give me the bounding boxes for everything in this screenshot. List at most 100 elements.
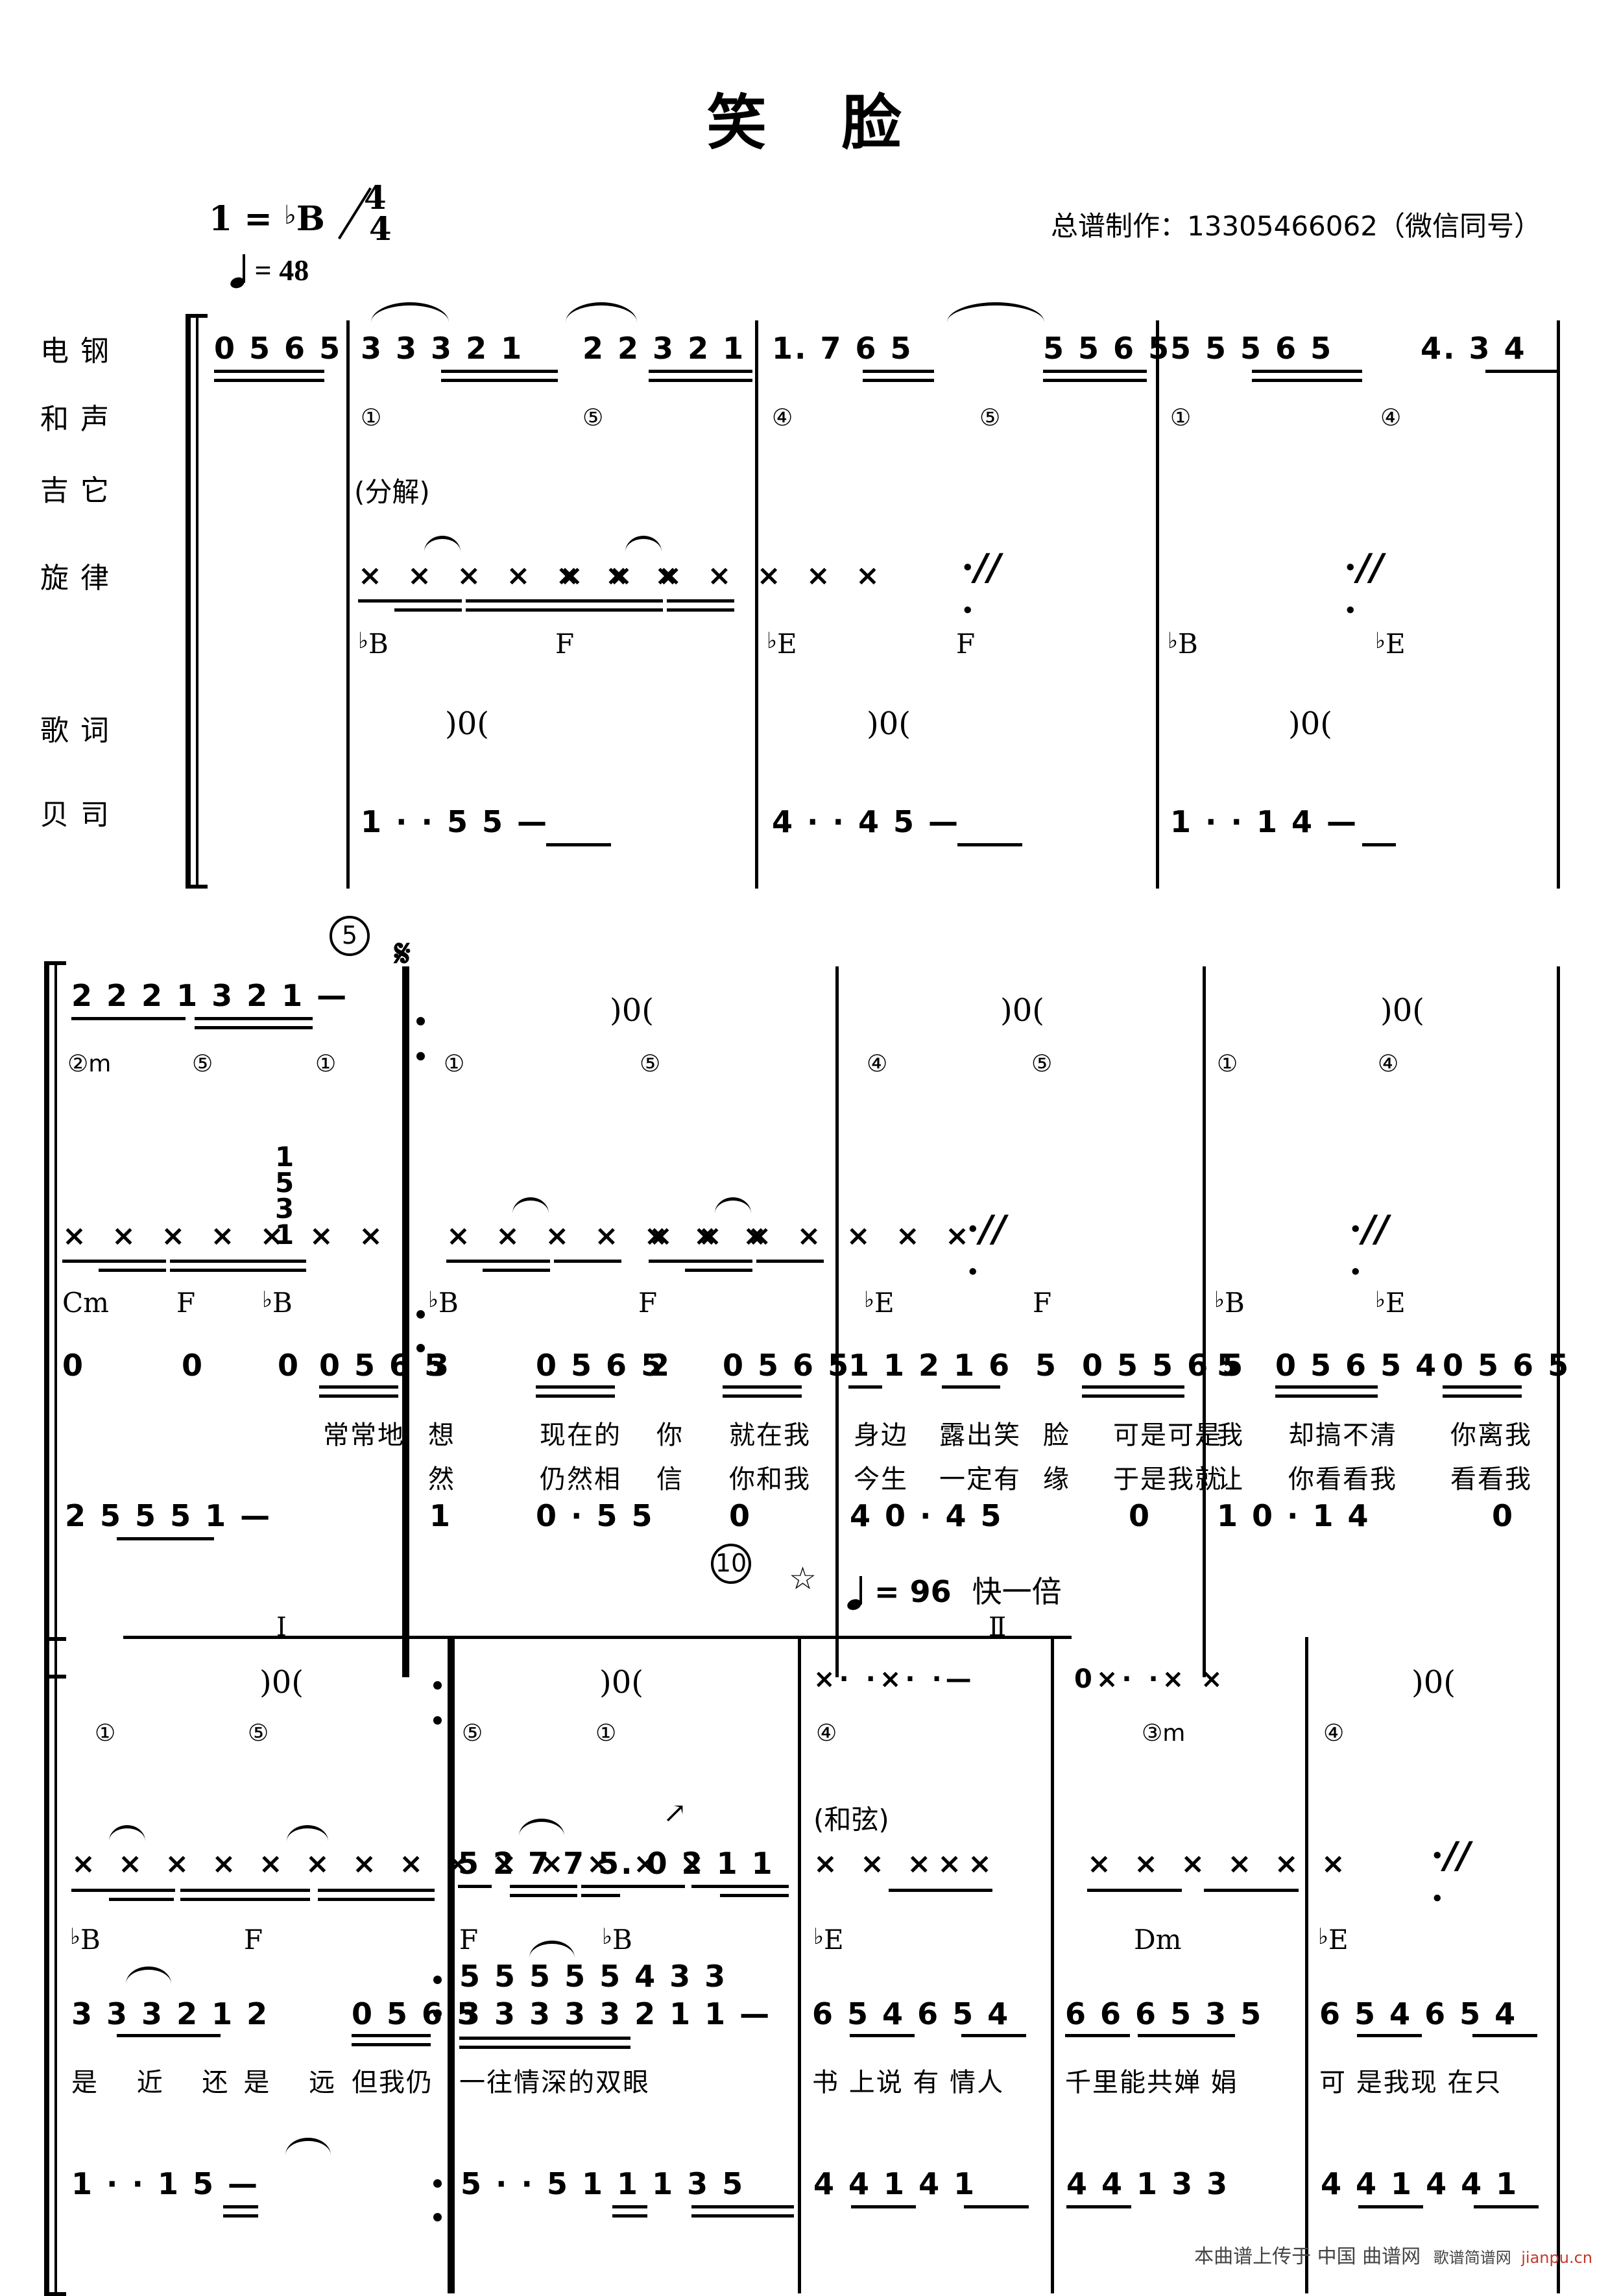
harmony-numeral: ⑤: [248, 1720, 269, 1747]
harmony-numeral: ①: [444, 1051, 465, 1077]
beam: [1358, 2205, 1423, 2208]
rest-glyph: )0(: [1380, 992, 1424, 1029]
chord-word-marking: (和弦): [813, 1804, 889, 1836]
part-label-bass: 贝司: [40, 798, 121, 831]
chord-symbol: ♭B: [70, 1924, 101, 1955]
beam: [1043, 370, 1147, 373]
rest-glyph: )0(: [445, 706, 489, 742]
part-label-guitar: 吉它: [40, 474, 121, 507]
beam: [1082, 1385, 1184, 1389]
lyric-syllable: 你离我: [1450, 1420, 1532, 1450]
beam: [756, 1260, 824, 1263]
chord-symbol: ♭E: [813, 1924, 844, 1955]
beam: [546, 843, 611, 846]
lyric-syllable: 露出笑: [939, 1420, 1021, 1450]
simile-mark: ·//·: [1344, 546, 1384, 632]
piano-slash-hits: ×· ·×· ·—: [813, 1664, 976, 1694]
measure-number: 5: [330, 916, 370, 956]
harmony-numeral: ④: [867, 1051, 888, 1077]
beam: [720, 1894, 789, 1897]
repeat-dot: [433, 2213, 442, 2221]
beam: [458, 1885, 492, 1888]
chord-symbol: ♭E: [1375, 628, 1406, 660]
lyric-syllable: 脸: [1043, 1420, 1070, 1450]
beam: [612, 2214, 647, 2218]
rest-glyph: )0(: [610, 992, 654, 1029]
beam: [1275, 1394, 1378, 1398]
chord-symbol: Cm: [62, 1287, 109, 1319]
brace-hook-bottom: [186, 885, 208, 889]
harmony-numeral: ①: [1217, 1051, 1238, 1077]
harmony-numeral: ④: [816, 1720, 837, 1747]
melody-notes: 3: [428, 1348, 451, 1383]
beam: [1275, 1385, 1378, 1389]
brace-hook-top: [44, 961, 66, 965]
melody-notes: 0 5 6 5: [536, 1348, 664, 1383]
beam: [559, 599, 663, 603]
harmony-numeral: ⑤: [462, 1720, 483, 1747]
repeat-barline: [402, 966, 409, 1677]
barline: [1051, 1637, 1054, 2293]
system-brace: [186, 318, 191, 889]
chord-symbol: F: [244, 1924, 263, 1955]
tie: [947, 302, 1044, 322]
piano-notes: 1. 7 6 5: [772, 331, 913, 366]
quarter-note-icon: [229, 254, 247, 291]
beam: [1043, 379, 1147, 382]
beam: [1252, 379, 1362, 382]
beam: [466, 599, 602, 603]
bass-notes: 1 · · 1 4 —: [1170, 804, 1359, 839]
tempo-marking-1: = 48: [229, 253, 309, 291]
beam: [318, 1898, 435, 1901]
melody-notes: 0: [278, 1348, 301, 1383]
tie: [285, 2138, 331, 2155]
lyric-syllable: 让: [1217, 1465, 1244, 1494]
part-label-melody: 旋律: [40, 562, 121, 595]
repeat-dot: [416, 1017, 425, 1025]
beam: [510, 1885, 577, 1888]
system-brace: [44, 965, 49, 1679]
harmony-upper-notes: 5 5 5 5 5 4 3 3: [459, 1959, 728, 1994]
beam: [62, 1260, 166, 1263]
melody-notes: 2: [649, 1348, 672, 1383]
lyric-syllable: 常常地: [323, 1420, 405, 1450]
bass-notes: 4 4 1 4 1: [813, 2166, 977, 2201]
beam: [109, 1898, 174, 1901]
lyric-syllable: 一定有: [939, 1465, 1021, 1494]
tie: [424, 536, 461, 552]
arpeggio-marking: (分解): [354, 476, 430, 508]
volta-bracket-2: Ⅱ: [455, 1612, 1046, 1658]
bass-notes: 2 5 5 5 1 —: [65, 1498, 272, 1533]
melody-notes: 0: [182, 1348, 205, 1383]
repeat-dot: [416, 1344, 425, 1352]
beam: [1065, 2034, 1130, 2037]
lyric-syllable: 然: [428, 1465, 455, 1494]
lyric-syllable: 可 是我现 在只: [1319, 2068, 1502, 2098]
brace-hook-top: [44, 1637, 66, 1641]
lyric-syllable: 今生: [854, 1465, 908, 1494]
lyric-syllable: 仍然相: [540, 1465, 621, 1494]
beam: [441, 370, 558, 373]
beam: [71, 1017, 186, 1020]
melody-notes: 0 5 6 5: [723, 1348, 851, 1383]
bass-notes: 1: [429, 1498, 453, 1533]
watermark-sub: 歌谱简谱网: [1433, 2249, 1511, 2267]
melody-notes: 0 5 6 5: [352, 1996, 480, 2031]
barline: [835, 966, 839, 1677]
beam: [1087, 1889, 1182, 1892]
bass-notes: 4 · · 4 5 —: [772, 804, 961, 839]
melody-notes: 0 5 6 5: [319, 1348, 448, 1383]
beam: [117, 2034, 221, 2037]
beam: [352, 2034, 431, 2037]
piano-notes: 3 3 3 2 1: [361, 331, 524, 366]
tempo-marking-2: = 96 快一倍: [846, 1568, 1062, 1612]
rest-glyph: )0(: [1288, 706, 1332, 742]
tie: [512, 1197, 549, 1214]
harmony-numeral: ⑤: [640, 1051, 661, 1077]
lyric-syllable: 信: [656, 1465, 684, 1494]
beam: [536, 1394, 615, 1398]
tie: [566, 302, 637, 322]
chord-symbol: ♭B: [1214, 1287, 1245, 1319]
credit-line: 总谱制作：13305466062（微信同号）: [1051, 210, 1541, 242]
simile-mark: ·//·: [1349, 1208, 1389, 1293]
